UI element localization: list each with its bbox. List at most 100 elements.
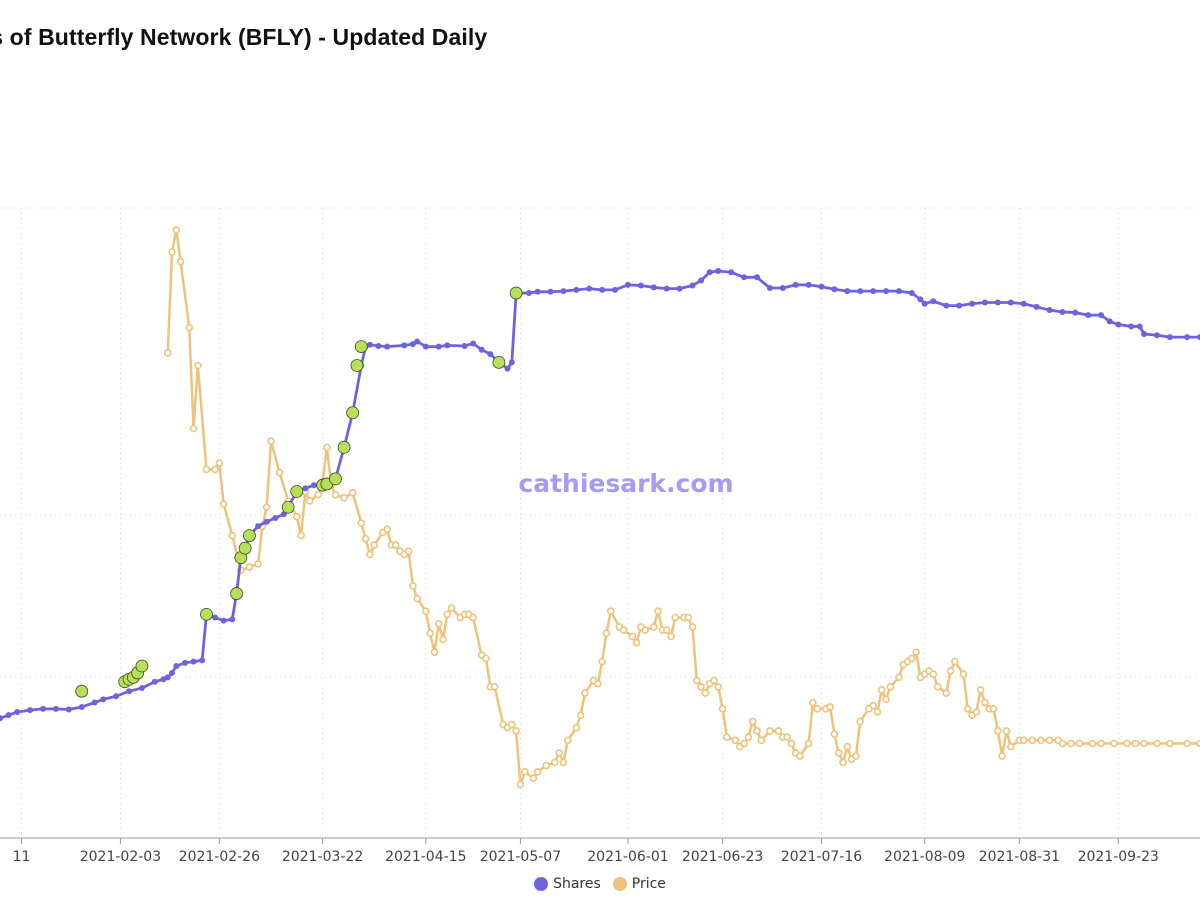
- shares-point[interactable]: [1106, 318, 1113, 325]
- price-point[interactable]: [976, 686, 985, 694]
- price-point[interactable]: [409, 582, 417, 590]
- price-point[interactable]: [1088, 739, 1097, 748]
- shares-point[interactable]: [164, 674, 171, 681]
- shares-point[interactable]: [444, 342, 451, 349]
- price-point[interactable]: [245, 563, 254, 571]
- shares-point[interactable]: [435, 343, 442, 350]
- shares-point[interactable]: [526, 290, 533, 297]
- price-point[interactable]: [787, 739, 796, 748]
- price-point[interactable]: [211, 465, 219, 474]
- price-point[interactable]: [439, 635, 447, 644]
- price-point[interactable]: [723, 733, 731, 742]
- shares-point[interactable]: [504, 365, 511, 372]
- legend-item-shares[interactable]: Shares: [534, 876, 601, 892]
- shares-point[interactable]: [895, 288, 902, 295]
- shares-point[interactable]: [1141, 331, 1148, 337]
- price-point[interactable]: [813, 705, 822, 713]
- price-point[interactable]: [766, 727, 774, 735]
- price-point[interactable]: [383, 525, 391, 534]
- shares-point[interactable]: [1085, 312, 1092, 319]
- price-point[interactable]: [718, 705, 727, 713]
- price-point[interactable]: [228, 531, 237, 540]
- trade-marker[interactable]: [135, 659, 149, 673]
- shares-point[interactable]: [414, 338, 421, 345]
- price-point[interactable]: [843, 742, 852, 751]
- price-point[interactable]: [512, 727, 520, 735]
- price-point[interactable]: [305, 497, 314, 505]
- shares-point[interactable]: [599, 286, 606, 293]
- price-point[interactable]: [1067, 739, 1075, 748]
- price-point[interactable]: [168, 248, 176, 256]
- shares-point[interactable]: [181, 659, 188, 666]
- shares-point[interactable]: [401, 342, 408, 349]
- price-point[interactable]: [886, 682, 895, 691]
- shares-point[interactable]: [779, 285, 786, 292]
- price-point[interactable]: [1058, 739, 1067, 748]
- price-point[interactable]: [959, 670, 968, 679]
- shares-point[interactable]: [1007, 299, 1014, 306]
- shares-point[interactable]: [138, 685, 145, 692]
- price-point[interactable]: [297, 531, 305, 540]
- trade-marker[interactable]: [238, 541, 252, 555]
- shares-point[interactable]: [1033, 303, 1040, 310]
- shares-point[interactable]: [663, 285, 670, 292]
- price-point[interactable]: [873, 708, 882, 716]
- price-point[interactable]: [572, 723, 581, 732]
- shares-point[interactable]: [422, 343, 429, 350]
- price-point[interactable]: [529, 774, 538, 782]
- price-point[interactable]: [714, 682, 723, 691]
- price-point[interactable]: [340, 493, 348, 502]
- price-point[interactable]: [972, 708, 981, 716]
- price-point[interactable]: [434, 619, 443, 628]
- price-point[interactable]: [1028, 736, 1037, 745]
- trade-marker[interactable]: [243, 529, 256, 542]
- shares-point[interactable]: [113, 693, 120, 700]
- price-point[interactable]: [443, 610, 452, 619]
- price-point[interactable]: [697, 682, 705, 691]
- price-point[interactable]: [912, 648, 920, 656]
- price-point[interactable]: [581, 689, 589, 697]
- shares-point[interactable]: [1046, 307, 1053, 314]
- shares-point[interactable]: [766, 285, 773, 292]
- price-point[interactable]: [748, 717, 757, 726]
- price-point[interactable]: [185, 323, 194, 332]
- price-point[interactable]: [370, 541, 378, 549]
- shares-point[interactable]: [302, 485, 309, 492]
- trade-marker[interactable]: [281, 500, 295, 514]
- shares-point[interactable]: [753, 274, 760, 281]
- shares-point[interactable]: [1098, 312, 1105, 319]
- shares-point[interactable]: [478, 346, 485, 353]
- price-point[interactable]: [314, 490, 323, 499]
- price-point[interactable]: [1002, 727, 1011, 735]
- price-point[interactable]: [262, 503, 271, 512]
- shares-point[interactable]: [199, 657, 206, 664]
- shares-point[interactable]: [1072, 309, 1079, 316]
- price-point[interactable]: [692, 676, 701, 685]
- price-point[interactable]: [551, 758, 559, 767]
- shares-point[interactable]: [212, 614, 219, 621]
- shares-point[interactable]: [870, 288, 877, 295]
- shares-point[interactable]: [676, 285, 683, 292]
- price-point[interactable]: [275, 468, 284, 477]
- price-point[interactable]: [606, 607, 615, 616]
- shares-point[interactable]: [818, 283, 825, 290]
- price-point[interactable]: [267, 437, 275, 445]
- shares-point[interactable]: [1115, 321, 1122, 328]
- trade-marker[interactable]: [200, 607, 213, 621]
- price-point[interactable]: [1037, 736, 1045, 745]
- shares-point[interactable]: [792, 281, 799, 288]
- price-point[interactable]: [163, 349, 172, 357]
- price-point[interactable]: [1140, 739, 1148, 748]
- price-point[interactable]: [1006, 742, 1015, 751]
- price-point[interactable]: [684, 613, 692, 622]
- price-point[interactable]: [942, 689, 951, 697]
- shares-point[interactable]: [969, 300, 976, 307]
- price-point[interactable]: [929, 670, 938, 679]
- shares-point[interactable]: [220, 617, 227, 624]
- price-point[interactable]: [533, 768, 542, 776]
- price-point[interactable]: [1153, 739, 1161, 748]
- legend-item-price[interactable]: Price: [612, 876, 666, 892]
- shares-point[interactable]: [14, 709, 21, 715]
- price-point[interactable]: [172, 226, 181, 234]
- price-point[interactable]: [219, 500, 228, 508]
